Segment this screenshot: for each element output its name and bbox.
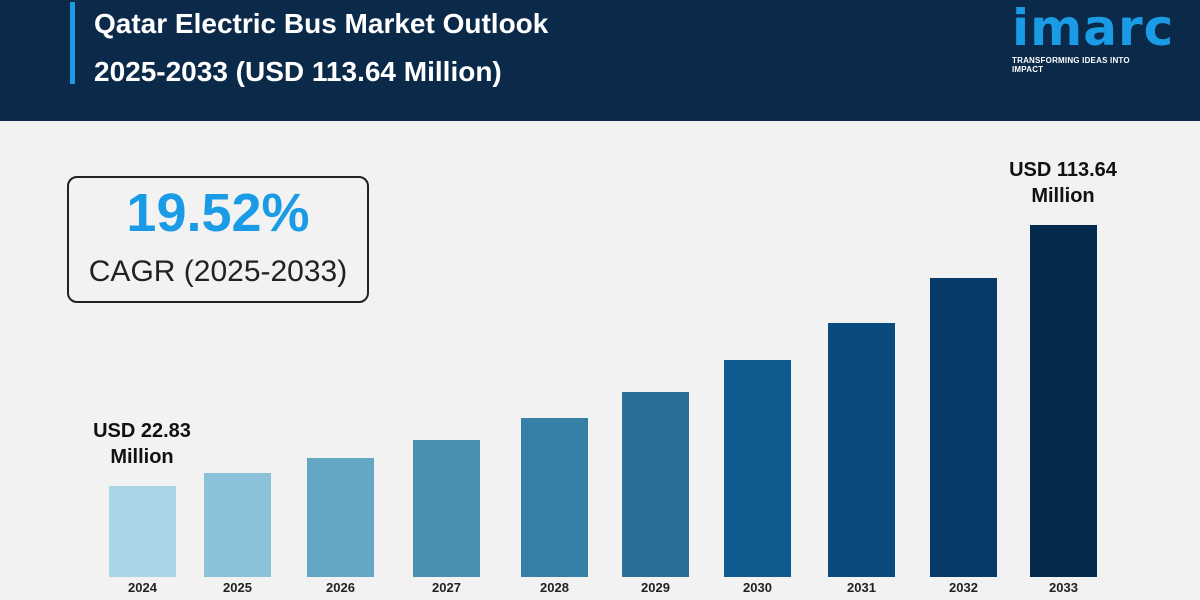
x-tick-label: 2031: [847, 580, 876, 595]
cagr-label: CAGR (2025-2033): [88, 255, 348, 288]
x-tick-label: 2030: [743, 580, 772, 595]
bar-2032: [930, 278, 997, 577]
title-line-1: Qatar Electric Bus Market Outlook: [94, 8, 549, 39]
bar-2027: [413, 439, 480, 577]
bar-2030: [724, 360, 791, 577]
cagr-value: 19.52%: [126, 183, 310, 243]
bar-2033: [1030, 225, 1097, 577]
bar-2029: [622, 391, 689, 577]
x-tick-label: 2025: [223, 580, 252, 595]
x-tick-label: 2024: [128, 580, 157, 595]
value-callout-2024: USD 22.83 Million: [72, 418, 212, 470]
header-banner: Qatar Electric Bus Market Outlook 2025-2…: [0, 0, 1200, 121]
data-label: USD 113.64: [1009, 159, 1117, 182]
bar-2028: [521, 417, 588, 577]
logo-wordmark: imarc: [1012, 0, 1175, 57]
x-tick-label: 2026: [326, 580, 355, 595]
value-callout-2033: USD 113.64 Million: [993, 157, 1133, 209]
title-line-2: 2025-2033 (USD 113.64 Million): [94, 56, 502, 87]
logo-tagline: TRANSFORMING IDEAS INTO IMPACT: [1012, 56, 1130, 74]
bar-2025: [204, 473, 271, 577]
page-title: Qatar Electric Bus Market Outlook 2025-2…: [94, 0, 548, 96]
bar-2024: [109, 486, 176, 577]
bar-2031: [828, 322, 895, 577]
x-tick-label: 2033: [1049, 580, 1078, 595]
title-accent-bar: [70, 2, 75, 84]
imarc-logo: imarc TRANSFORMING IDEAS INTO IMPACT: [1012, 0, 1175, 74]
data-label: Million: [110, 446, 174, 469]
x-tick-label: 2032: [949, 580, 978, 595]
x-tick-label: 2029: [641, 580, 670, 595]
bar-2026: [307, 457, 374, 577]
data-label: Million: [1031, 185, 1095, 208]
x-tick-label: 2028: [540, 580, 569, 595]
data-label: USD 22.83: [93, 420, 191, 443]
cagr-box: 19.52% CAGR (2025-2033): [67, 176, 369, 303]
x-tick-label: 2027: [432, 580, 461, 595]
